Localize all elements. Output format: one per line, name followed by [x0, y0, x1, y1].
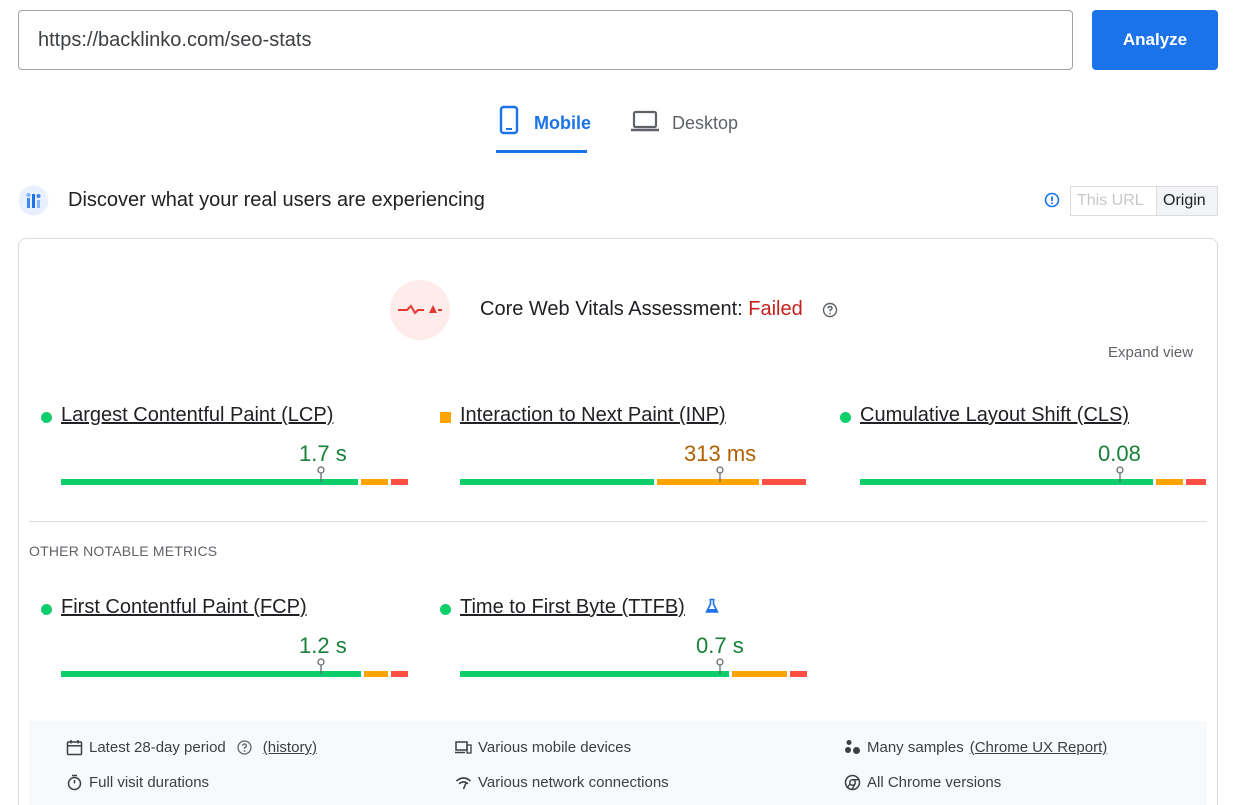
- network-info: Various network connections: [455, 774, 669, 791]
- good-status-icon: [440, 604, 451, 615]
- samples-text: Many samples: [867, 739, 964, 756]
- poor-segment: [762, 479, 806, 485]
- good-status-icon: [41, 412, 52, 423]
- divider: [29, 521, 1207, 522]
- needs-improvement-segment: [1156, 479, 1183, 485]
- assessment-prefix: Core Web Vitals Assessment:: [480, 298, 749, 320]
- period-text: Latest 28-day period: [89, 739, 226, 756]
- laptop-icon: [630, 105, 660, 137]
- analyze-button[interactable]: Analyze: [1092, 10, 1218, 70]
- p75-marker-icon: [1116, 466, 1124, 482]
- devices-icon: [455, 741, 472, 754]
- poor-segment: [790, 671, 807, 677]
- tab-desktop[interactable]: Desktop: [630, 105, 745, 153]
- good-segment: [460, 671, 729, 677]
- metric-cls-link[interactable]: Cumulative Layout Shift (CLS): [860, 404, 1130, 426]
- versions-text: All Chrome versions: [867, 774, 1002, 791]
- expand-view-link[interactable]: Expand view: [1108, 344, 1194, 361]
- needs-improvement-segment: [361, 479, 388, 485]
- metric-inp: Interaction to Next Paint (INP) 313 ms: [440, 404, 806, 494]
- phone-icon: [496, 105, 522, 137]
- url-input[interactable]: [18, 10, 1073, 70]
- metric-ttfb-value: 0.7 s: [696, 633, 744, 658]
- failed-pulse-icon: [398, 304, 442, 315]
- info-icon[interactable]: [1044, 192, 1060, 208]
- flask-icon[interactable]: [705, 598, 719, 614]
- distribution-bar: [460, 671, 807, 677]
- metric-fcp-value: 1.2 s: [299, 633, 347, 658]
- distribution-bar: [61, 671, 408, 677]
- poor-segment: [1186, 479, 1206, 485]
- data-info-panel: Latest 28-day period (history) Full visi…: [29, 721, 1207, 805]
- samples-icon: [845, 740, 860, 754]
- p75-marker-icon: [716, 658, 724, 674]
- good-segment: [61, 479, 358, 485]
- origin-toggle[interactable]: Origin: [1156, 186, 1218, 216]
- metric-lcp-link[interactable]: Largest Contentful Paint (LCP): [61, 404, 334, 426]
- history-link[interactable]: (history): [262, 739, 317, 756]
- distribution-bar: [61, 479, 408, 485]
- field-data-card: Core Web Vitals Assessment: Failed Expan…: [18, 238, 1218, 805]
- tab-mobile[interactable]: Mobile: [496, 105, 591, 153]
- url-origin-toggle: This URL Origin: [1070, 186, 1218, 216]
- metric-ttfb-link[interactable]: Time to First Byte (TTFB): [460, 596, 685, 618]
- section-title: Discover what your real users are experi…: [68, 189, 485, 211]
- needs-improvement-icon: [440, 412, 451, 423]
- poor-segment: [391, 671, 408, 677]
- metric-ttfb: Time to First Byte (TTFB) 0.7 s: [440, 596, 807, 686]
- p75-marker-icon: [716, 466, 724, 482]
- metric-fcp-link[interactable]: First Contentful Paint (FCP): [61, 596, 307, 618]
- users-chart-icon: [18, 185, 49, 216]
- tab-mobile-label: Mobile: [534, 113, 591, 133]
- needs-improvement-segment: [364, 671, 388, 677]
- this-url-toggle[interactable]: This URL: [1070, 186, 1156, 216]
- good-segment: [860, 479, 1153, 485]
- good-segment: [61, 671, 361, 677]
- needs-improvement-segment: [657, 479, 759, 485]
- tab-desktop-label: Desktop: [672, 113, 739, 133]
- durations-info: Full visit durations: [66, 774, 209, 791]
- metric-inp-value: 313 ms: [684, 441, 757, 466]
- distribution-bar: [860, 479, 1207, 485]
- metric-cls: Cumulative Layout Shift (CLS) 0.08: [840, 404, 1206, 494]
- durations-text: Full visit durations: [89, 774, 210, 791]
- devices-info: Various mobile devices: [455, 739, 631, 756]
- timer-icon: [67, 774, 82, 791]
- network-text: Various network connections: [478, 774, 669, 791]
- wifi-icon: [455, 777, 472, 790]
- needs-improvement-segment: [732, 671, 787, 677]
- metric-lcp-value: 1.7 s: [299, 441, 347, 466]
- assessment-text: Core Web Vitals Assessment: Failed: [480, 298, 803, 321]
- assessment-badge: [390, 280, 450, 340]
- chrome-icon: [844, 774, 861, 791]
- good-status-icon: [840, 412, 851, 423]
- poor-segment: [391, 479, 408, 485]
- calendar-icon: [66, 740, 83, 756]
- good-status-icon: [41, 604, 52, 615]
- other-metrics-heading: OTHER NOTABLE METRICS: [29, 543, 218, 559]
- period-info: Latest 28-day period (history): [66, 739, 317, 756]
- distribution-bar: [460, 479, 807, 485]
- good-segment: [460, 479, 654, 485]
- devices-text: Various mobile devices: [478, 739, 632, 756]
- p75-marker-icon: [317, 658, 325, 674]
- p75-marker-icon: [317, 466, 325, 482]
- chrome-ux-report-link[interactable]: (Chrome UX Report): [969, 739, 1108, 756]
- versions-info: All Chrome versions: [844, 774, 1001, 791]
- help-icon: [237, 740, 252, 755]
- samples-info: Many samples (Chrome UX Report): [844, 739, 1107, 756]
- metric-inp-link[interactable]: Interaction to Next Paint (INP): [460, 404, 726, 426]
- metric-cls-value: 0.08: [1098, 441, 1141, 466]
- metric-fcp: First Contentful Paint (FCP) 1.2 s: [41, 596, 408, 686]
- metric-lcp: Largest Contentful Paint (LCP) 1.7 s: [41, 404, 408, 494]
- assessment-status: Failed: [748, 298, 803, 320]
- help-icon[interactable]: [822, 302, 838, 318]
